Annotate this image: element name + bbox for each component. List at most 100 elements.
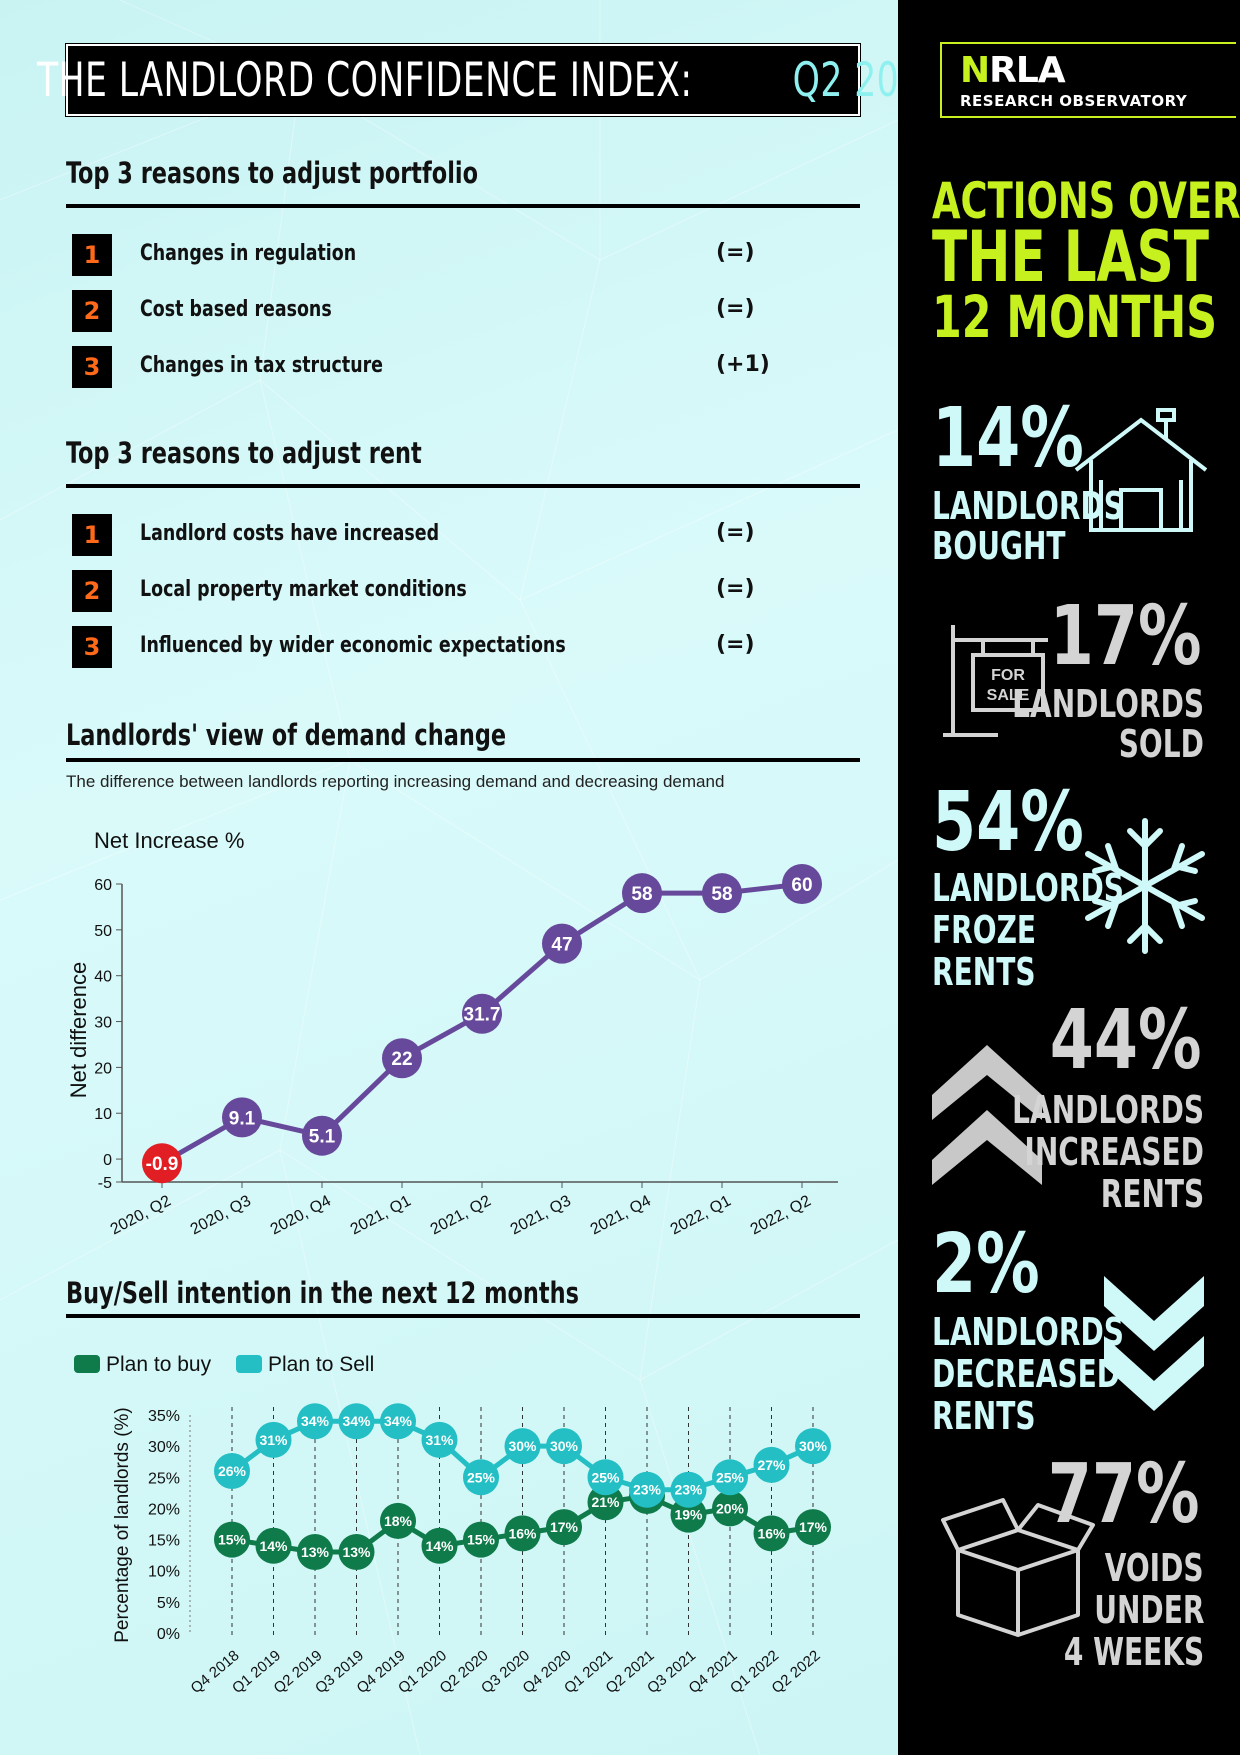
data-point	[297, 1403, 333, 1440]
data-label: 25%	[591, 1469, 620, 1485]
rank-badge: 1	[72, 514, 112, 556]
y-tick-label: 50	[94, 923, 112, 940]
data-label: -0.9	[146, 1154, 179, 1175]
x-tick-label: 2021, Q3	[508, 1192, 574, 1238]
data-label: 27%	[757, 1457, 786, 1473]
sidebar: NRLA RESEARCH OBSERVATORY ACTIONS OVER T…	[898, 0, 1240, 1755]
rent-row: 2 Local property market conditions (=)	[72, 570, 772, 612]
data-point	[712, 1490, 748, 1527]
rank-badge: 2	[72, 290, 112, 332]
portfolio-divider	[66, 204, 860, 208]
demand-subtitle: The difference between landlords reporti…	[66, 772, 725, 791]
x-tick-label: 2021, Q4	[588, 1192, 654, 1238]
data-point	[214, 1453, 250, 1490]
data-label: 13%	[342, 1544, 371, 1560]
open-box-icon	[941, 1498, 1095, 1637]
data-label: 58	[631, 884, 652, 905]
y-tick-label: 25%	[148, 1470, 180, 1487]
data-label: 30%	[799, 1438, 828, 1454]
x-tick-label: 2020, Q4	[268, 1192, 334, 1238]
data-label: 47	[551, 935, 572, 956]
legend-label: Plan to buy	[106, 1353, 212, 1376]
data-label: 16%	[508, 1525, 537, 1541]
x-tick-label: 2022, Q1	[668, 1192, 734, 1238]
rank-badge: 2	[72, 570, 112, 612]
actions-heading-line3: 12 MONTHS	[932, 283, 1218, 351]
rank-badge: 3	[72, 626, 112, 668]
y-tick-label: 5%	[157, 1595, 180, 1612]
data-point	[463, 1459, 499, 1496]
rank-change: (+1)	[716, 352, 770, 377]
data-label: 13%	[301, 1544, 330, 1560]
stat-label-increased-1: LANDLORDS	[1012, 1088, 1204, 1132]
data-label: 25%	[467, 1469, 496, 1485]
buysell-chart: Plan to buy Plan to Sell Percentage of lan…	[74, 1353, 831, 1697]
logo: NRLA RESEARCH OBSERVATORY	[940, 42, 1236, 118]
stat-value-voids: 77%	[1048, 1447, 1200, 1542]
stat-label-increased-3: RENTS	[1100, 1172, 1204, 1216]
main-panel: THE LANDLORD CONFIDENCE INDEX: Q2 2022 T…	[0, 0, 898, 1755]
x-tick-label: 2021, Q1	[348, 1192, 414, 1238]
data-point	[255, 1527, 292, 1564]
rank-change: (=)	[716, 296, 755, 321]
for-sale-sign-icon: FOR SALE	[943, 625, 1048, 737]
stat-label-bought-1: LANDLORDS	[932, 484, 1124, 528]
data-label: 30%	[508, 1438, 537, 1454]
buysell-title: Buy/Sell intention in the next 12 months	[66, 1276, 579, 1310]
data-label: 26%	[218, 1463, 247, 1479]
y-tick-label: -5	[98, 1175, 112, 1192]
data-label: 14%	[259, 1538, 288, 1554]
data-label: 23%	[674, 1482, 703, 1498]
data-point	[421, 1421, 458, 1458]
data-point	[753, 1446, 790, 1483]
rent-divider	[66, 484, 860, 488]
logo-sub: RESEARCH OBSERVATORY	[960, 92, 1188, 110]
actions-heading-line2: THE LAST	[932, 216, 1210, 298]
stat-label-voids-2: UNDER	[1093, 1588, 1204, 1632]
data-point	[622, 873, 662, 914]
stat-label-voids-3: 4 WEEKS	[1063, 1630, 1204, 1674]
data-point	[255, 1421, 292, 1458]
svg-text:SALE: SALE	[987, 687, 1030, 704]
buysell-divider	[66, 1314, 860, 1318]
y-tick-label: 10	[94, 1106, 112, 1123]
portfolio-title: Top 3 reasons to adjust portfolio	[66, 156, 478, 190]
rent-title: Top 3 reasons to adjust rent	[66, 436, 422, 470]
data-label: 14%	[425, 1538, 454, 1554]
data-point	[587, 1484, 624, 1521]
data-point	[712, 1459, 748, 1496]
data-label: 15%	[467, 1532, 496, 1548]
data-point	[382, 1038, 422, 1079]
data-point	[380, 1403, 416, 1440]
stat-label-decreased-3: RENTS	[932, 1394, 1036, 1438]
stat-label-froze-2: FROZE	[932, 908, 1037, 952]
data-point	[702, 873, 742, 914]
legend-swatch	[74, 1355, 100, 1373]
data-label: 21%	[591, 1494, 620, 1510]
portfolio-row: 3 Changes in tax structure (+1)	[72, 346, 772, 388]
x-tick-label: 2020, Q3	[188, 1192, 254, 1238]
data-point	[297, 1534, 333, 1571]
chevron-up-icon	[932, 1045, 1042, 1185]
stat-value-increased: 44%	[1050, 993, 1202, 1088]
data-point	[421, 1527, 458, 1564]
rank-badge: 1	[72, 234, 112, 276]
rank-label: Changes in tax structure	[140, 353, 384, 378]
y-tick-label: 30	[94, 1015, 112, 1032]
actions-heading-line1: ACTIONS OVER	[932, 172, 1240, 230]
data-point	[546, 1509, 582, 1546]
page-title: THE LANDLORD CONFIDENCE INDEX: Q2 2022	[37, 43, 898, 117]
data-label: 17%	[550, 1519, 579, 1535]
portfolio-row: 1 Changes in regulation (=)	[72, 234, 772, 276]
rank-label: Influenced by wider economic expectation…	[140, 633, 566, 658]
stat-label-froze-1: LANDLORDS	[932, 866, 1124, 910]
logo-main: NRLA	[960, 50, 1066, 91]
data-point	[222, 1097, 262, 1138]
data-label: 19%	[674, 1507, 703, 1523]
chevron-down-icon	[1104, 1276, 1204, 1411]
data-point	[302, 1115, 342, 1156]
data-label: 23%	[633, 1482, 662, 1498]
data-label: 58	[711, 884, 732, 905]
data-point	[380, 1502, 416, 1539]
data-label: 22	[391, 1049, 412, 1070]
